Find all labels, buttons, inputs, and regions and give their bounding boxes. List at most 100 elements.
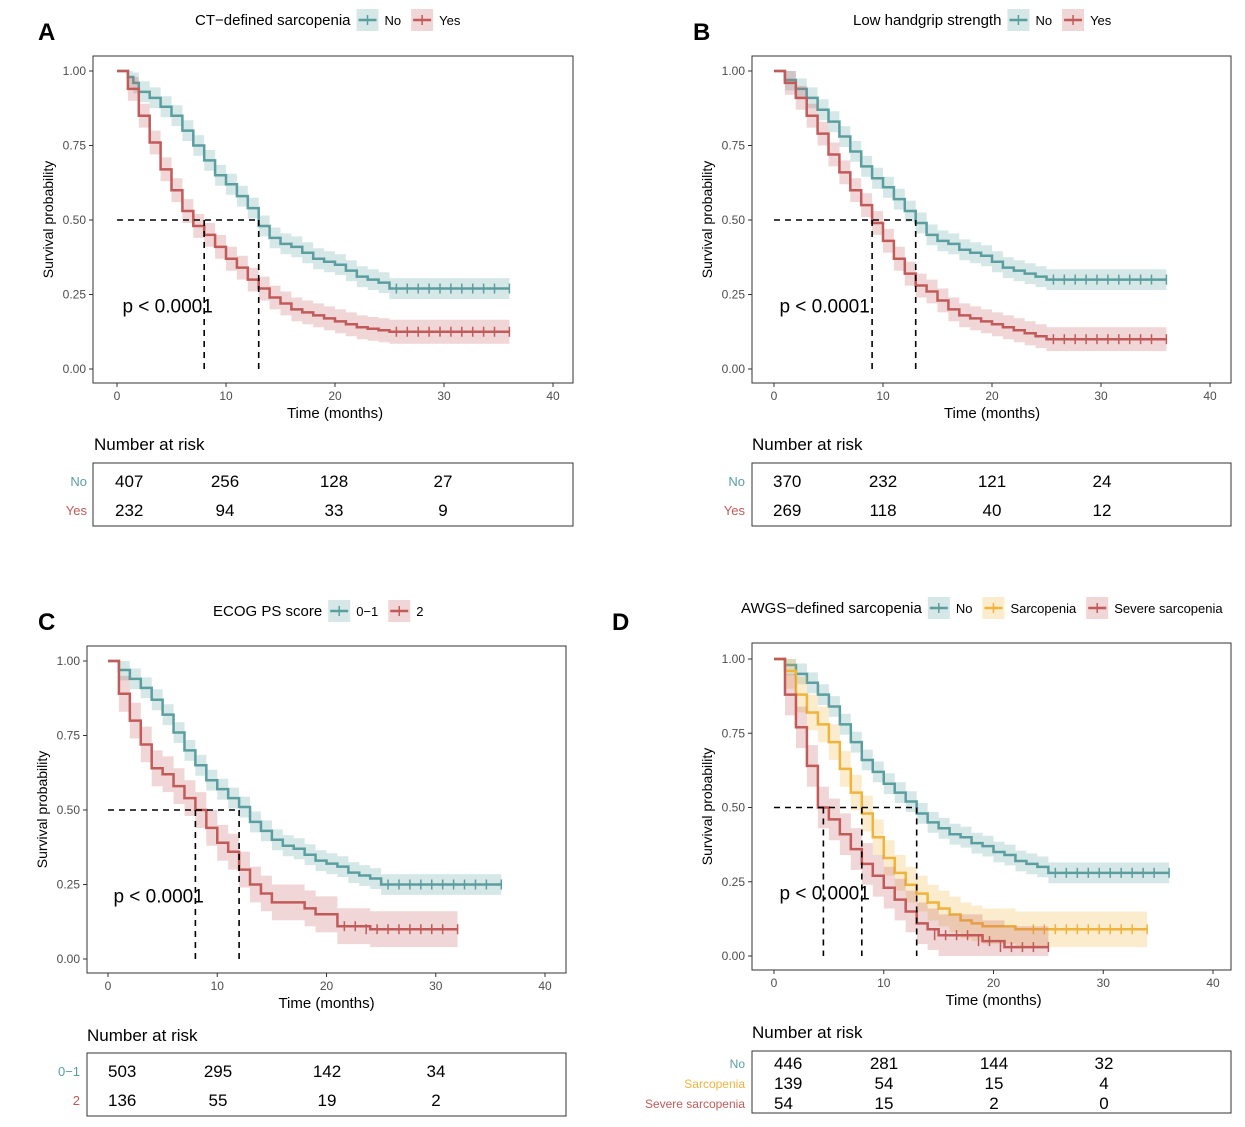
risk-cell: 32 — [1095, 1054, 1114, 1073]
risk-cell: 232 — [115, 501, 143, 520]
risk-cell: 139 — [774, 1074, 802, 1093]
risk-row-label: Severe sarcopenia — [645, 1097, 745, 1111]
y-tick-label: 1.00 — [722, 652, 746, 666]
legend: ECOG PS score 0−1 2 — [213, 600, 424, 622]
y-tick-label: 1.00 — [57, 654, 81, 668]
legend: AWGS−defined sarcopenia No Sarcopenia Sever… — [741, 597, 1223, 619]
legend-item: No — [356, 9, 401, 31]
y-tick-label: 0.00 — [722, 949, 746, 963]
x-tick-label: 20 — [328, 389, 342, 403]
legend-item: No — [1007, 9, 1052, 31]
risk-cell: 4 — [1099, 1074, 1108, 1093]
risk-cell: 232 — [869, 472, 897, 491]
risk-table: Number at risk No 446 281 144 32 Sarcopenia 139… — [645, 1023, 1232, 1114]
risk-table-title: Number at risk — [94, 435, 205, 454]
x-tick-label: 10 — [211, 979, 225, 993]
risk-cell: 12 — [1093, 501, 1112, 520]
panel-d: D AWGS−defined sarcopenia No Sarcopenia Seve… — [612, 597, 1232, 1114]
legend-item: 0−1 — [328, 600, 378, 622]
risk-cell: 2 — [989, 1094, 998, 1113]
survival-curve — [774, 69, 1167, 281]
plot-frame — [751, 642, 1232, 971]
risk-row-label: 2 — [73, 1093, 80, 1108]
x-tick-label: 0 — [105, 979, 112, 993]
survival-curve — [108, 659, 502, 886]
x-axis-label: Time (months) — [287, 405, 383, 422]
risk-table-title: Number at risk — [752, 435, 863, 454]
y-tick-label: 0.75 — [722, 726, 746, 740]
risk-row-label: Sarcopenia — [684, 1077, 745, 1091]
legend: CT−defined sarcopenia No Yes — [195, 9, 461, 31]
legend-title: Low handgrip strength — [853, 12, 1001, 29]
x-axis-label: Time (months) — [945, 992, 1041, 1009]
risk-row-label: No — [728, 474, 745, 489]
risk-row-label: Yes — [66, 503, 88, 518]
risk-cell: 269 — [773, 501, 801, 520]
risk-cell: 503 — [108, 1062, 136, 1081]
x-tick-label: 0 — [771, 389, 778, 403]
risk-cell: 54 — [875, 1074, 894, 1093]
survival-curve — [774, 657, 1170, 875]
panel-label: B — [693, 19, 710, 46]
risk-cell: 128 — [320, 472, 348, 491]
y-tick-label: 1.00 — [63, 64, 87, 78]
ci-band — [774, 71, 1167, 290]
risk-row-label: No — [730, 1057, 746, 1071]
y-tick-label: 0.50 — [57, 803, 81, 817]
legend-item: Yes — [1062, 9, 1112, 31]
p-value: p < 0.0001 — [779, 296, 869, 317]
risk-table-frame — [92, 462, 574, 527]
x-tick-label: 20 — [985, 389, 999, 403]
risk-cell: 15 — [985, 1074, 1004, 1093]
y-tick-label: 0.75 — [722, 139, 746, 153]
y-axis-label: Survival probability — [699, 748, 715, 866]
legend-label: Yes — [1090, 13, 1112, 28]
survival-curve — [117, 69, 510, 290]
risk-row-label: Yes — [724, 503, 746, 518]
risk-table: Number at risk No 370 232 121 24 Yes 269 118 40 12 — [724, 435, 1232, 527]
y-tick-label: 0.50 — [722, 213, 746, 227]
x-tick-label: 40 — [1206, 976, 1220, 990]
y-axis-label: Survival probability — [40, 161, 56, 279]
x-tick-label: 30 — [437, 389, 451, 403]
x-tick-label: 30 — [1097, 976, 1111, 990]
risk-cell: 142 — [313, 1062, 341, 1081]
x-tick-label: 20 — [320, 979, 334, 993]
y-tick-label: 0.25 — [722, 288, 746, 302]
y-tick-label: 0.50 — [63, 213, 87, 227]
legend-label: 2 — [416, 604, 423, 619]
risk-cell: 136 — [108, 1091, 136, 1110]
legend-title: AWGS−defined sarcopenia — [741, 600, 922, 617]
x-tick-label: 40 — [546, 389, 560, 403]
legend-label: 0−1 — [356, 604, 378, 619]
risk-cell: 370 — [773, 472, 801, 491]
risk-table: Number at risk No 407 256 128 27 Yes 232 94 33 9 — [66, 435, 574, 527]
panel-b: B Low handgrip strength No Yes 0.00 0.25 0.50 0… — [693, 9, 1232, 527]
y-tick-label: 0.00 — [63, 362, 87, 376]
risk-row-label: No — [70, 474, 87, 489]
risk-table-frame — [86, 1052, 567, 1117]
risk-cell: 407 — [115, 472, 143, 491]
y-tick-label: 0.50 — [722, 801, 746, 815]
risk-cell: 9 — [438, 501, 447, 520]
legend-title: CT−defined sarcopenia — [195, 12, 351, 29]
y-tick-label: 0.25 — [57, 878, 81, 892]
x-tick-label: 40 — [538, 979, 552, 993]
risk-cell: 40 — [983, 501, 1002, 520]
legend-item: Yes — [411, 9, 461, 31]
x-tick-label: 10 — [876, 389, 890, 403]
x-tick-label: 0 — [114, 389, 121, 403]
survival-curve — [108, 659, 458, 931]
panel-label: D — [612, 609, 629, 636]
risk-cell: 118 — [869, 501, 896, 520]
risk-table-title: Number at risk — [752, 1023, 863, 1042]
panel-label: C — [38, 609, 55, 636]
risk-cell: 121 — [978, 472, 1006, 491]
survival-curve — [774, 657, 1049, 949]
legend-label: Sarcopenia — [1010, 601, 1077, 616]
legend-label: No — [956, 601, 973, 616]
x-tick-label: 10 — [219, 389, 233, 403]
panel-c: C ECOG PS score 0−1 2 0.00 0.25 0.50 0.75 1.00 0 1… — [34, 600, 567, 1117]
ci-band — [108, 661, 458, 948]
